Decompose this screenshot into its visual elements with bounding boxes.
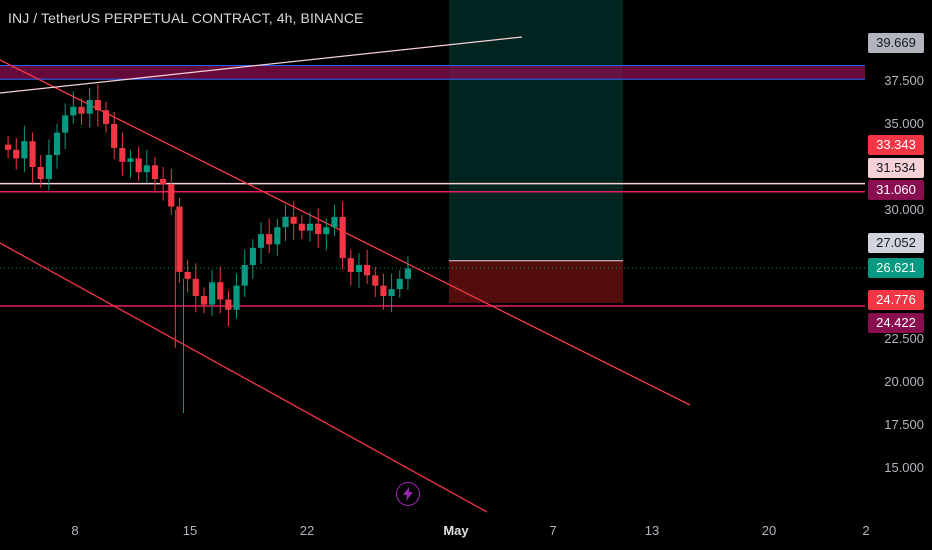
candle-body xyxy=(372,275,379,286)
price-tag: 24.776 xyxy=(868,290,924,310)
price-tick-label: 17.500 xyxy=(884,417,924,432)
candle-body xyxy=(315,223,322,235)
candle-body xyxy=(396,278,403,290)
time-tick-label: 2 xyxy=(862,523,870,538)
candle-body xyxy=(70,106,77,116)
time-tick-label: 22 xyxy=(299,523,315,538)
price-axis[interactable]: 37.500 35.000 30.000 22.500 20.000 17.500 15.0… xyxy=(865,0,932,517)
candle-body xyxy=(160,179,167,185)
channel-lower xyxy=(0,242,488,513)
candle-body xyxy=(355,265,363,272)
rising-trendline xyxy=(0,36,523,94)
candle-body xyxy=(200,296,207,305)
candle-body xyxy=(282,216,289,228)
price-tag: 27.052 xyxy=(868,233,924,253)
price-tick-label: 20.000 xyxy=(884,374,924,389)
price-tick-label: 30.000 xyxy=(884,202,924,217)
candle-body xyxy=(111,124,118,149)
candle-body xyxy=(53,132,61,155)
candle-body xyxy=(331,216,338,228)
candle-body xyxy=(404,268,411,279)
time-tick-label: 13 xyxy=(644,523,660,538)
stop-zone xyxy=(449,260,623,303)
chart-title: INJ / TetherUS PERPETUAL CONTRACT, 4h, B… xyxy=(8,10,364,26)
candle-body xyxy=(298,223,305,231)
candle-body xyxy=(5,144,12,150)
price-tag: 33.343 xyxy=(868,135,924,155)
candle-body xyxy=(209,282,216,305)
candle-body xyxy=(127,158,134,162)
candle-body xyxy=(29,141,36,167)
lightning-icon[interactable] xyxy=(396,482,420,506)
candle-body xyxy=(168,184,175,207)
price-tick-label: 37.500 xyxy=(884,73,924,88)
candle-body xyxy=(257,234,265,248)
candle-body xyxy=(45,154,52,180)
candle-body xyxy=(217,282,224,300)
candle-body xyxy=(249,247,256,266)
candle-body xyxy=(306,223,314,231)
candle-body xyxy=(241,265,248,286)
price-tag: 31.534 xyxy=(868,158,924,178)
candle-body xyxy=(388,289,395,296)
candle-body xyxy=(62,115,69,133)
candle-body xyxy=(21,141,28,159)
candle-body xyxy=(364,265,371,276)
candle-body xyxy=(119,148,126,162)
candle-body xyxy=(78,106,85,114)
candle-body xyxy=(380,285,387,296)
candle-body xyxy=(176,206,183,272)
candle-body xyxy=(135,158,142,173)
candle-body xyxy=(102,110,110,124)
candle-body xyxy=(233,285,240,310)
candle-body xyxy=(192,278,199,296)
price-tick-label: 22.500 xyxy=(884,331,924,346)
candle-body xyxy=(323,227,330,235)
time-tick-label: May xyxy=(443,523,469,538)
candle-body xyxy=(184,271,191,279)
time-tick-label: 20 xyxy=(761,523,777,538)
candle-body xyxy=(347,258,354,272)
price-tag: 26.621 xyxy=(868,258,924,278)
candle-body xyxy=(94,99,101,111)
candle-body xyxy=(37,167,44,180)
resistance-zone xyxy=(0,65,865,80)
target-zone xyxy=(449,0,623,261)
price-tag: 24.422 xyxy=(868,313,924,333)
candle-body xyxy=(143,165,150,173)
price-tag: 31.060 xyxy=(868,180,924,200)
time-tick-label: 7 xyxy=(549,523,557,538)
time-tick-label: 15 xyxy=(182,523,198,538)
price-tag: 39.669 xyxy=(868,33,924,53)
time-tick-label: 8 xyxy=(71,523,79,538)
candle-body xyxy=(274,227,281,245)
candle-body xyxy=(290,216,297,224)
candle-body xyxy=(266,234,273,245)
price-tick-label: 15.000 xyxy=(884,460,924,475)
candle-body xyxy=(151,165,159,180)
candle-body xyxy=(225,299,232,310)
candle-body xyxy=(339,216,346,259)
price-tick-label: 35.000 xyxy=(884,116,924,131)
candle-body xyxy=(86,99,93,114)
candle-body xyxy=(13,149,20,159)
